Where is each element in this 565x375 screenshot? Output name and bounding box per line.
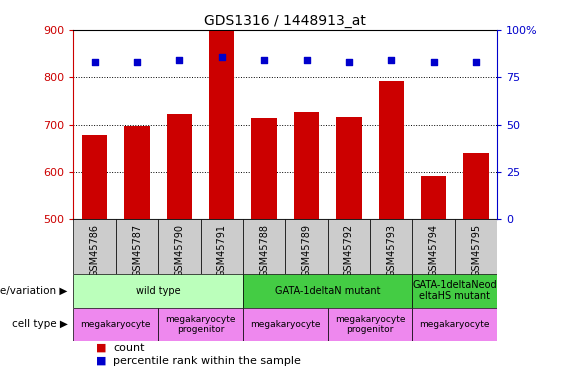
Text: genotype/variation ▶: genotype/variation ▶ — [0, 286, 68, 296]
FancyBboxPatch shape — [73, 274, 243, 308]
FancyBboxPatch shape — [201, 219, 243, 274]
Text: GSM45793: GSM45793 — [386, 224, 396, 277]
FancyBboxPatch shape — [158, 308, 243, 341]
FancyBboxPatch shape — [243, 219, 285, 274]
FancyBboxPatch shape — [73, 308, 158, 341]
Title: GDS1316 / 1448913_at: GDS1316 / 1448913_at — [205, 13, 366, 28]
Bar — [294, 112, 319, 375]
Text: ■: ■ — [96, 356, 107, 366]
Text: count: count — [113, 343, 145, 353]
Text: GATA-1deltaNeod
eltaHS mutant: GATA-1deltaNeod eltaHS mutant — [412, 280, 497, 302]
Bar — [421, 176, 446, 375]
Bar — [336, 117, 362, 375]
FancyBboxPatch shape — [370, 219, 412, 274]
FancyBboxPatch shape — [116, 219, 158, 274]
Text: megakaryocyte: megakaryocyte — [250, 320, 320, 329]
Text: GSM45790: GSM45790 — [175, 224, 184, 277]
Bar — [251, 118, 277, 375]
Bar — [463, 153, 489, 375]
Text: GATA-1deltaN mutant: GATA-1deltaN mutant — [275, 286, 380, 296]
Text: GSM45787: GSM45787 — [132, 224, 142, 277]
Text: wild type: wild type — [136, 286, 180, 296]
FancyBboxPatch shape — [328, 219, 370, 274]
Point — [132, 59, 141, 65]
Text: cell type ▶: cell type ▶ — [12, 320, 68, 329]
Text: GSM45788: GSM45788 — [259, 224, 269, 277]
Bar — [82, 135, 107, 375]
FancyBboxPatch shape — [412, 274, 497, 308]
Text: GSM45795: GSM45795 — [471, 224, 481, 277]
FancyBboxPatch shape — [243, 274, 412, 308]
Bar — [209, 31, 234, 375]
Bar — [379, 81, 404, 375]
Bar — [167, 114, 192, 375]
Text: megakaryocyte
progenitor: megakaryocyte progenitor — [166, 315, 236, 334]
FancyBboxPatch shape — [455, 219, 497, 274]
FancyBboxPatch shape — [412, 219, 455, 274]
Bar — [124, 126, 150, 375]
Point — [217, 54, 226, 60]
FancyBboxPatch shape — [73, 219, 116, 274]
Point — [471, 59, 480, 65]
Point — [259, 57, 269, 63]
Point — [386, 57, 396, 63]
Text: percentile rank within the sample: percentile rank within the sample — [113, 356, 301, 366]
Point — [344, 59, 354, 65]
Text: GSM45792: GSM45792 — [344, 224, 354, 277]
Point — [175, 57, 184, 63]
Text: GSM45794: GSM45794 — [429, 224, 438, 277]
FancyBboxPatch shape — [328, 308, 412, 341]
Text: GSM45791: GSM45791 — [217, 224, 227, 277]
Point — [90, 59, 99, 65]
Text: GSM45786: GSM45786 — [90, 224, 99, 277]
Text: megakaryocyte: megakaryocyte — [81, 320, 151, 329]
FancyBboxPatch shape — [158, 219, 201, 274]
Text: ■: ■ — [96, 343, 107, 353]
Text: megakaryocyte: megakaryocyte — [420, 320, 490, 329]
Text: GSM45789: GSM45789 — [302, 224, 311, 277]
Point — [302, 57, 311, 63]
FancyBboxPatch shape — [412, 308, 497, 341]
FancyBboxPatch shape — [285, 219, 328, 274]
FancyBboxPatch shape — [243, 308, 328, 341]
Point — [429, 59, 438, 65]
Text: megakaryocyte
progenitor: megakaryocyte progenitor — [335, 315, 405, 334]
